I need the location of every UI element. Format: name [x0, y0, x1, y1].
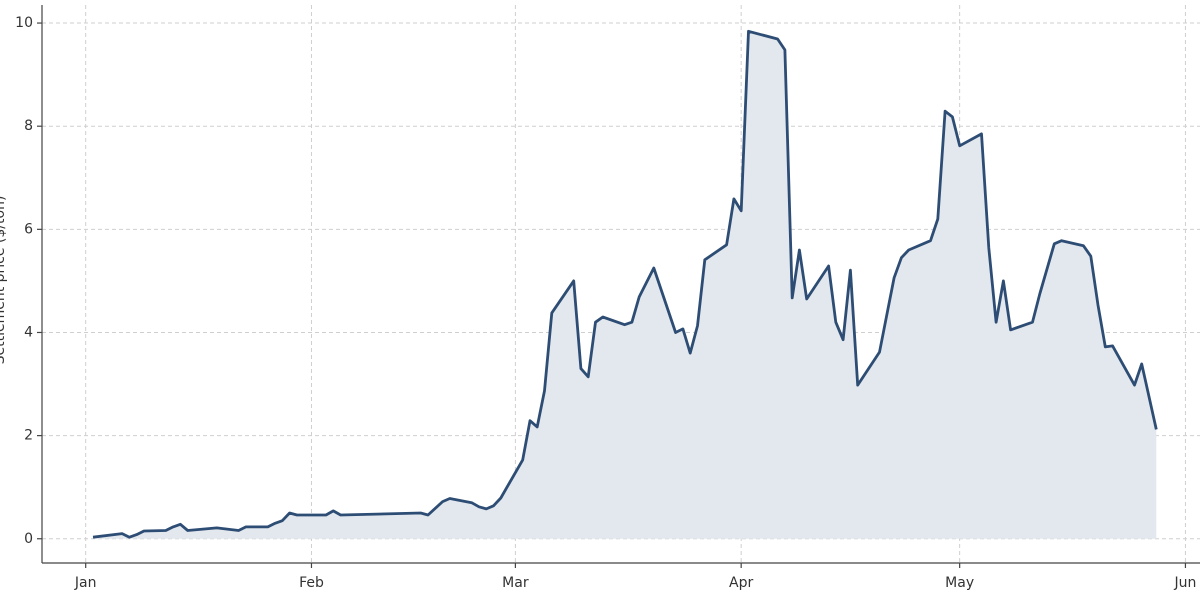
x-tick-label: Feb [299, 575, 324, 591]
x-tick-label: May [945, 575, 974, 591]
y-tick-label: 4 [24, 324, 33, 340]
y-tick-label: 6 [24, 221, 33, 237]
y-tick-label: 10 [15, 15, 33, 31]
x-tick-label: Jan [74, 575, 97, 591]
line [92, 29, 1158, 539]
x-tick-label: Mar [502, 575, 529, 591]
area [93, 31, 1157, 539]
x-tick-label: Apr [729, 575, 753, 591]
y-tick-label: 8 [24, 118, 33, 134]
y-tick-label: 2 [24, 428, 33, 444]
y-axis-label: Settlement price ($/ton) [0, 196, 8, 365]
y-tick-label: 0 [24, 531, 33, 547]
x-tick-label: Jun [1173, 575, 1196, 591]
